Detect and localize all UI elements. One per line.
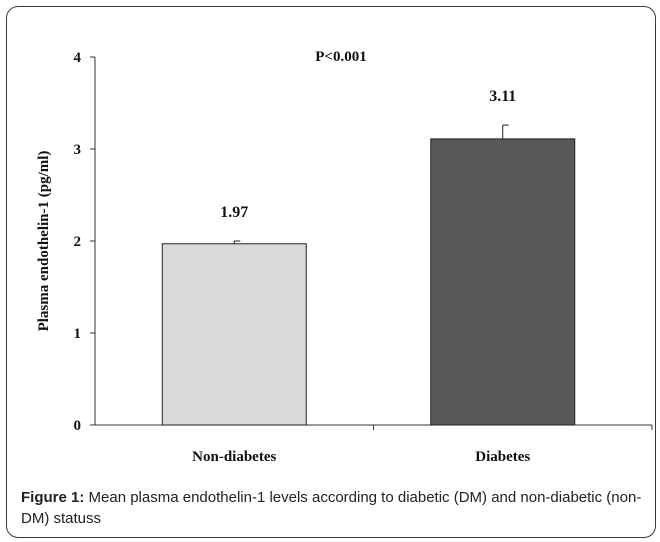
p-value-annotation: P<0.001: [315, 49, 366, 65]
x-tick-labels: Non-diabetes Diabetes: [192, 425, 653, 465]
y-axis-label: Plasma endothelin-1 (pg/ml): [36, 151, 52, 332]
figure-frame: 0 1 2 3 4 1.97 3.11 Non-diabetes Diabetes Plas…: [6, 6, 656, 538]
bars: 1.97 3.11: [161, 88, 576, 426]
y-tick-label: 4: [74, 50, 82, 66]
y-tick-label: 1: [74, 326, 82, 342]
y-tick-label: 0: [74, 418, 82, 434]
y-tick-label: 2: [74, 234, 82, 250]
bar-chart: 0 1 2 3 4 1.97 3.11 Non-diabetes Diabetes Plas…: [36, 49, 653, 465]
caption-text: Mean plasma endothelin-1 levels accordin…: [21, 489, 642, 527]
data-label: 3.11: [489, 88, 516, 105]
x-tick-label: Non-diabetes: [192, 449, 276, 465]
bar-diabetes: [430, 138, 576, 426]
x-tick-label: Diabetes: [475, 449, 530, 465]
data-label: 1.97: [220, 204, 248, 221]
y-ticks: 0 1 2 3 4: [74, 50, 95, 434]
figure-caption: Figure 1: Mean plasma endothelin-1 level…: [21, 487, 651, 529]
bar-non-diabetes: [161, 243, 307, 426]
caption-label: Figure 1:: [21, 489, 85, 506]
y-tick-label: 3: [74, 142, 82, 158]
